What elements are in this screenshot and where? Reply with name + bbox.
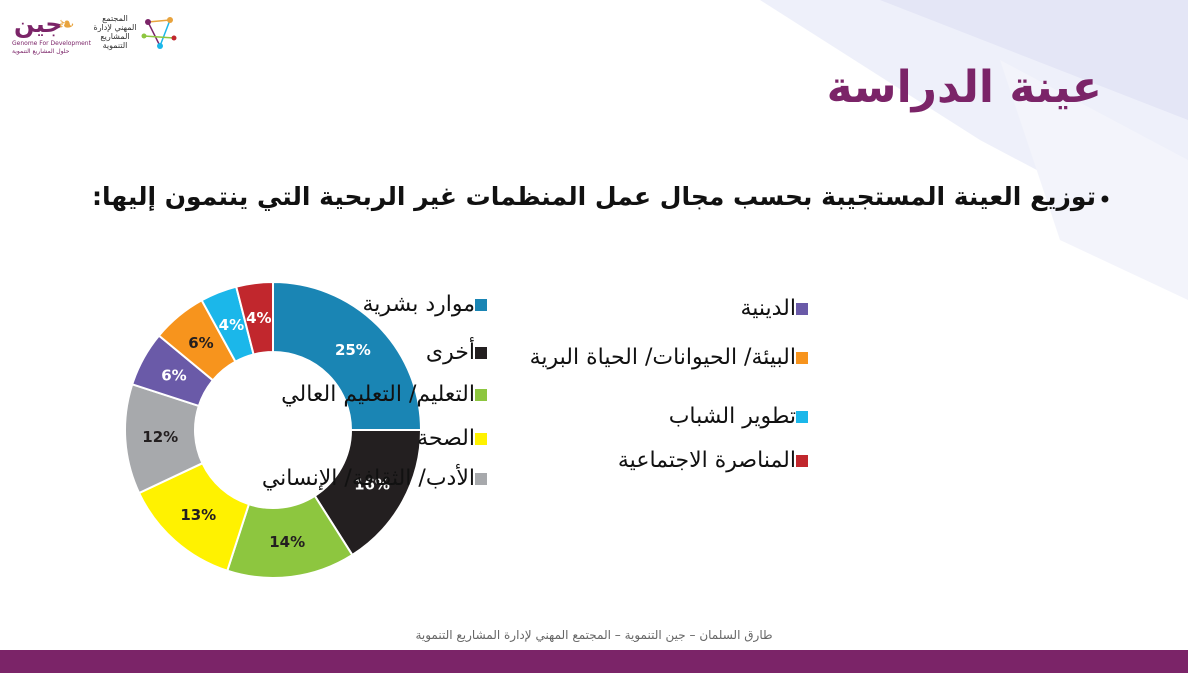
slice-label: 6% — [161, 367, 186, 385]
slice-label: 4% — [246, 309, 271, 327]
legend-swatch — [796, 454, 808, 467]
slice-label: 4% — [219, 316, 244, 334]
footer-text: طارق السلمان – جين التنموية – المجتمع ال… — [415, 628, 773, 642]
legend-swatch — [475, 432, 487, 445]
legend-swatch — [475, 298, 487, 311]
footer-bar — [0, 650, 1188, 673]
legend-label: الصحة — [417, 426, 475, 451]
donut-slice — [234, 280, 274, 356]
slice-label: 6% — [188, 334, 213, 352]
legend-label: تطوير الشباب — [668, 404, 796, 429]
legend-label: أخرى — [425, 340, 475, 365]
legend-item: الدينية — [740, 296, 822, 321]
legend-label: البيئة/ الحيوانات/ الحياة البرية — [529, 345, 796, 370]
community-logo: المجتمع المهني لإدارة المشاريع التنموية — [92, 12, 182, 56]
donut-chart: 25% 16% 14% 13% 12% 6%6% 4% 4% — [124, 280, 423, 579]
legend-label: الأدب/ الثقافة/ الإنساني — [261, 466, 475, 491]
legend-swatch — [796, 410, 808, 423]
legend-swatch — [475, 472, 487, 485]
slice-label: 14% — [269, 533, 305, 551]
legend-swatch — [796, 351, 808, 364]
network-icon — [141, 17, 177, 49]
legend-swatch — [475, 388, 487, 401]
legend-label: الدينية — [740, 296, 796, 321]
legend-item: موارد بشرية — [363, 292, 501, 317]
legend-label: موارد بشرية — [362, 292, 475, 317]
donut-slice — [272, 280, 423, 431]
legend-swatch — [475, 346, 487, 359]
slice-label: 12% — [142, 428, 178, 446]
legend-swatch — [796, 302, 808, 315]
slide-title: عينة الدراسة — [826, 62, 1102, 113]
bullet-text: توزيع العينة المستجيبة بحسب مجال عمل الم… — [91, 182, 1096, 211]
legend-item: البيئة/ الحيوانات/ الحياة البرية — [530, 345, 822, 370]
legend-item: أخرى — [426, 340, 501, 365]
jeen-logo-word: جين — [14, 10, 63, 38]
legend-label: التعليم/ التعليم العالي — [281, 382, 475, 407]
dna-icon: ❧ — [58, 12, 75, 36]
legend-item: تطوير الشباب — [669, 404, 822, 429]
community-logo-text: المجتمع المهني لإدارة المشاريع التنموية — [93, 14, 137, 50]
slice-label: 13% — [180, 506, 216, 524]
legend-item: التعليم/ التعليم العالي — [281, 382, 501, 407]
bullet-icon: • — [1097, 186, 1112, 214]
jeen-logo-tagline: حلول المشاريع التنموية — [12, 48, 70, 55]
jeen-logo-subtitle: Genome For Development — [12, 40, 91, 47]
legend-item: الأدب/ الثقافة/ الإنساني — [262, 466, 501, 491]
jeen-logo: جين ❧ Genome For Development حلول المشار… — [10, 10, 91, 58]
legend-label: المناصرة الاجتماعية — [617, 448, 796, 473]
legend-item: المناصرة الاجتماعية — [618, 448, 822, 473]
slice-label: 25% — [335, 341, 371, 359]
legend-item: الصحة — [417, 426, 501, 451]
slice-label: 16% — [354, 475, 390, 493]
